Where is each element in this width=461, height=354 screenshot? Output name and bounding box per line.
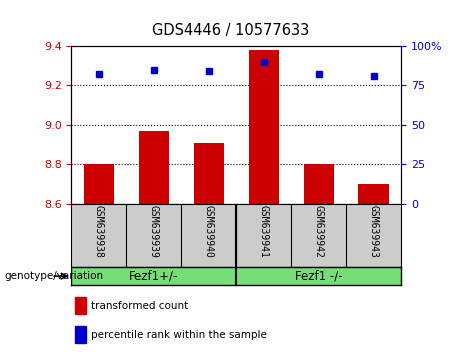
Text: GSM639941: GSM639941 [259, 205, 269, 258]
Text: genotype/variation: genotype/variation [5, 271, 104, 281]
Text: Fezf1 -/-: Fezf1 -/- [295, 270, 343, 282]
Bar [75, 326, 86, 343]
Bar [359, 184, 389, 204]
Text: GSM639942: GSM639942 [313, 205, 324, 258]
Bar [84, 164, 114, 204]
Text: transformed count: transformed count [91, 301, 189, 311]
Text: GSM639943: GSM639943 [369, 205, 378, 258]
Bar [194, 143, 224, 204]
Text: GSM639939: GSM639939 [149, 205, 159, 258]
Text: GSM639940: GSM639940 [204, 205, 214, 258]
Text: GSM639938: GSM639938 [94, 205, 104, 258]
Text: percentile rank within the sample: percentile rank within the sample [91, 330, 267, 340]
Text: Fezf1+/-: Fezf1+/- [129, 270, 178, 282]
Bar [303, 164, 334, 204]
Bar [248, 50, 279, 204]
Bar [139, 131, 169, 204]
Text: GDS4446 / 10577633: GDS4446 / 10577633 [152, 23, 309, 38]
Bar [75, 297, 86, 314]
